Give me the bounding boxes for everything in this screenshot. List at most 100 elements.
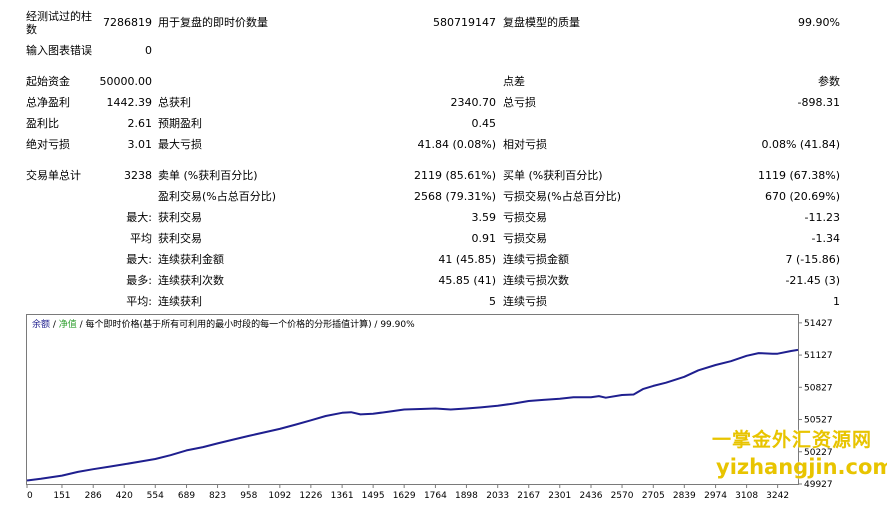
loss-trades-label: 亏损交易(%占总百分比) — [503, 190, 622, 203]
x-tick-label: 1764 — [424, 491, 447, 501]
plot-frame — [26, 314, 799, 485]
y-tick-label: 50227 — [804, 448, 833, 458]
y-tick-label: 50827 — [804, 383, 833, 393]
x-tick-label: 958 — [240, 491, 257, 501]
initial-deposit-value: 50000.00 — [99, 75, 153, 88]
x-tick-label: 2167 — [517, 491, 540, 501]
maximal-consecutive-loss-value: -21.45 (3) — [785, 274, 840, 287]
chart-legend: 余额 / 净值 / 每个即时价格(基于所有可利用的最小时段的每一个价格的分形插值… — [32, 318, 415, 330]
gross-profit-label: 总获利 — [158, 96, 191, 109]
spread-label: 点差 — [503, 75, 525, 88]
report-table: 经测试过的柱 数 7286819 用于复盘的即时价数量 580719147 复盘… — [26, 10, 840, 308]
modelling-quality-label: 复盘模型的质量 — [503, 16, 580, 29]
x-tick-label: 1495 — [362, 491, 385, 501]
parameters-label: 参数 — [818, 75, 840, 88]
gross-loss-label: 总亏损 — [503, 96, 536, 109]
largest-profit-trade-value: 3.59 — [471, 211, 497, 224]
legend-sep: / — [50, 320, 59, 330]
watermark-url: yizhangjin.com — [716, 455, 887, 479]
x-tick-label: 2033 — [486, 491, 509, 501]
y-tick-label: 49927 — [804, 480, 833, 490]
max-consecutive-wins-value: 41 (45.85) — [438, 253, 496, 266]
y-tick-label: 51127 — [804, 351, 833, 361]
average-consecutive-wins-label: 连续获利 — [158, 295, 202, 308]
x-tick-label: 151 — [53, 491, 70, 501]
ticks-count-label: 用于复盘的即时价数量 — [158, 16, 268, 29]
profit-factor-value: 2.61 — [127, 117, 153, 130]
initial-deposit-label: 起始资金 — [26, 75, 70, 88]
average-profit-trade-value: 0.91 — [471, 232, 497, 245]
x-tick-label: 1898 — [455, 491, 478, 501]
relative-drawdown-label: 相对亏损 — [503, 138, 547, 151]
expected-payoff-label: 预期盈利 — [158, 117, 202, 130]
average-loss-trade-value: -1.34 — [811, 232, 840, 245]
average-profit-trade-label: 获利交易 — [158, 232, 202, 245]
x-tick-label: 1092 — [268, 491, 291, 501]
average-consecutive-prefix: 平均: — [126, 295, 152, 308]
maximal-consecutive-loss-label: 连续亏损次数 — [503, 274, 569, 287]
balance-line — [26, 348, 799, 482]
y-axis: 49927 50227 50527 50827 51127 51427 — [798, 319, 833, 490]
x-tick-label: 2974 — [704, 491, 727, 501]
tested-bars-label-line2: 数 — [26, 23, 37, 36]
total-trades-label: 交易单总计 — [26, 169, 81, 182]
average-consecutive-losses-value: 1 — [833, 295, 840, 308]
maximal-prefix: 最多: — [126, 274, 152, 287]
total-trades-value: 3238 — [124, 169, 152, 182]
x-tick-label: 2436 — [580, 491, 603, 501]
expected-payoff-value: 0.45 — [471, 117, 497, 130]
x-axis: 0 151 286 420 554 689 823 958 1092 1226 1361 1495 16… — [26, 484, 789, 501]
x-tick-label: 1629 — [393, 491, 416, 501]
chart-errors-value: 0 — [145, 44, 152, 57]
average-prefix: 平均 — [130, 232, 152, 245]
legend-equity: 净值 — [59, 318, 77, 330]
average-loss-trade-label: 亏损交易 — [503, 232, 547, 245]
legend-balance: 余额 — [32, 318, 50, 330]
x-tick-label: 689 — [178, 491, 195, 501]
largest-prefix: 最大: — [126, 211, 152, 224]
x-tick-label: 2301 — [548, 491, 571, 501]
largest-loss-trade-value: -11.23 — [804, 211, 840, 224]
ticks-count-value: 580719147 — [433, 16, 496, 29]
average-consecutive-losses-label: 连续亏损 — [503, 295, 547, 308]
short-positions-value: 2119 (85.61%) — [413, 169, 496, 182]
watermark-chinese: 一掌金外汇资源网 — [712, 429, 873, 451]
maximal-drawdown-value: 41.84 (0.08%) — [417, 138, 496, 151]
loss-trades-value: 670 (20.69%) — [764, 190, 840, 203]
long-positions-value: 1119 (67.38%) — [757, 169, 840, 182]
relative-drawdown-value: 0.08% (41.84) — [761, 138, 840, 151]
maximal-consecutive-profit-label: 连续获利次数 — [158, 274, 224, 287]
x-tick-label: 2705 — [642, 491, 665, 501]
largest-loss-trade-label: 亏损交易 — [503, 211, 547, 224]
y-tick-label: 50527 — [804, 416, 833, 426]
net-profit-value: 1442.39 — [106, 96, 153, 109]
profit-factor-label: 盈利比 — [26, 117, 59, 130]
long-positions-label: 买单 (%获利百分比) — [503, 169, 603, 182]
net-profit-label: 总净盈利 — [26, 96, 70, 109]
legend-description: / 每个即时价格(基于所有可利用的最小时段的每一个价格的分形插值计算) / 99… — [77, 318, 415, 330]
profit-trades-label: 盈利交易(%占总百分比) — [158, 190, 277, 203]
maximum-prefix: 最大: — [126, 253, 152, 266]
balance-chart-svg: 49927 50227 50527 50827 51127 51427 0 151 286 42… — [26, 314, 833, 501]
x-tick-label: 0 — [27, 491, 33, 501]
x-tick-label: 3242 — [766, 491, 789, 501]
x-tick-label: 2570 — [611, 491, 634, 501]
x-tick-label: 1361 — [331, 491, 354, 501]
absolute-drawdown-value: 3.01 — [127, 138, 153, 151]
tested-bars-value: 7286819 — [103, 16, 152, 29]
x-tick-label: 554 — [147, 491, 164, 501]
chart-errors-label: 输入图表错误 — [26, 44, 92, 57]
maximal-drawdown-label: 最大亏损 — [158, 138, 202, 151]
x-tick-label: 286 — [85, 491, 102, 501]
maximal-consecutive-profit-value: 45.85 (41) — [438, 274, 496, 287]
y-tick-label: 51427 — [804, 319, 833, 329]
largest-profit-trade-label: 获利交易 — [158, 211, 202, 224]
max-consecutive-wins-label: 连续获利金额 — [158, 253, 224, 266]
tested-bars-label-line1: 经测试过的柱 — [26, 10, 92, 23]
short-positions-label: 卖单 (%获利百分比) — [158, 169, 258, 182]
x-tick-label: 1226 — [299, 491, 322, 501]
max-consecutive-losses-label: 连续亏损金额 — [503, 253, 569, 266]
max-consecutive-losses-value: 7 (-15.86) — [785, 253, 840, 266]
modelling-quality-value: 99.90% — [798, 16, 840, 29]
profit-trades-value: 2568 (79.31%) — [413, 190, 496, 203]
